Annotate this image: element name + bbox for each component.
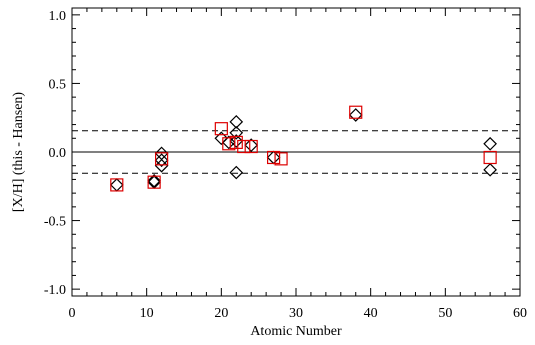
axis-tick-labels: 0 10 20 30 40 50 60 -1.0 -0.5 0.0 0.5 1.0 [44, 9, 527, 321]
diamond-marker [244, 138, 259, 152]
diamond-marker [221, 135, 236, 150]
x-axis-title: Atomic Number [250, 324, 342, 339]
square-marker [155, 152, 169, 166]
square-marker [349, 105, 363, 119]
y-tick-label: 0.5 [49, 77, 67, 92]
x-tick-label: 40 [364, 306, 378, 321]
axis-ticks [71, 8, 521, 296]
reference-lines [72, 130, 520, 174]
diamond-marker [229, 125, 244, 140]
y-tick-label: 0.0 [49, 146, 67, 161]
diamond-marker [229, 134, 244, 148]
square-marker [222, 137, 236, 151]
square-marker [229, 135, 243, 149]
diamond-marker [348, 108, 363, 122]
diamond-marker [214, 131, 229, 146]
diamond-marker [483, 136, 497, 151]
square-marker [244, 139, 258, 154]
square-marker [147, 175, 161, 189]
square-marker [214, 122, 228, 136]
y-tick-label: -0.5 [44, 215, 66, 230]
square-marker [110, 178, 124, 192]
diamond-marker [229, 114, 244, 129]
x-tick-label: 60 [513, 306, 527, 321]
y-axis-title: [X/H] (this - Hansen) [11, 92, 26, 212]
square-marker [267, 150, 281, 165]
diamond-marker [154, 158, 169, 173]
diamond-marker [147, 173, 161, 188]
diamond-marker [154, 153, 169, 168]
diamond-marker [229, 165, 244, 180]
diamond-marker [109, 178, 124, 192]
square-marker [483, 150, 497, 165]
x-tick-label: 50 [438, 306, 452, 321]
square-marker [274, 152, 288, 166]
x-tick-label: 30 [289, 306, 303, 321]
x-tick-label: 20 [214, 306, 228, 321]
y-tick-label: 1.0 [49, 9, 67, 24]
x-tick-label: 10 [140, 306, 154, 321]
y-tick-label: -1.0 [44, 283, 66, 298]
x-tick-label: 0 [69, 306, 76, 321]
square-marker [237, 139, 251, 154]
data-markers [109, 105, 497, 192]
diamond-marker [483, 162, 497, 177]
